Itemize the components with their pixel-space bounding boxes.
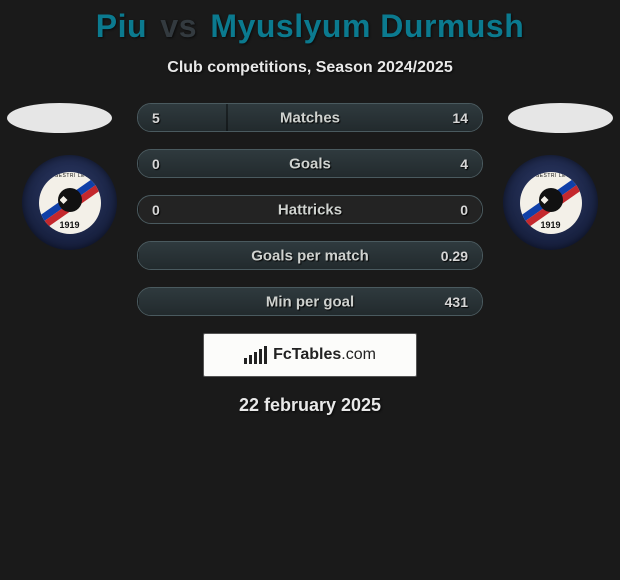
club-year: 1919 bbox=[540, 220, 560, 230]
subtitle: Club competitions, Season 2024/2025 bbox=[0, 59, 620, 77]
club-arc-text: U.S.D. SESTRI LEVANTE bbox=[520, 173, 582, 179]
stat-fill-right bbox=[481, 196, 482, 223]
club-arc-text: U.S.D. SESTRI LEVANTE bbox=[39, 173, 101, 179]
brand-text: FcTables.com bbox=[273, 346, 376, 364]
title-vs: vs bbox=[160, 8, 197, 44]
stat-label: Goals per match bbox=[251, 247, 369, 264]
stat-fill-left bbox=[138, 196, 139, 223]
player1-club-badge: U.S.D. SESTRI LEVANTE 1919 bbox=[22, 155, 117, 250]
stat-value-left: 5 bbox=[152, 110, 160, 126]
comparison-card: Piu vs Myuslyum Durmush Club competition… bbox=[0, 0, 620, 416]
stat-label: Hattricks bbox=[278, 201, 342, 218]
club-year: 1919 bbox=[59, 220, 79, 230]
stat-rows: 5 Matches 14 0 Goals 4 0 Hattricks 0 bbox=[137, 103, 483, 316]
stat-row: Goals per match 0.29 bbox=[137, 241, 483, 270]
stat-value-left: 0 bbox=[152, 202, 160, 218]
player2-club-badge: U.S.D. SESTRI LEVANTE 1919 bbox=[503, 155, 598, 250]
stats-area: U.S.D. SESTRI LEVANTE 1919 U.S.D. SESTRI… bbox=[0, 103, 620, 416]
stat-label: Min per goal bbox=[266, 293, 354, 310]
brand-bars-icon bbox=[244, 346, 267, 364]
player1-name: Piu bbox=[96, 8, 147, 44]
stat-value-right: 0 bbox=[460, 202, 468, 218]
stat-value-right: 0.29 bbox=[441, 248, 468, 264]
player1-avatar-placeholder bbox=[7, 103, 112, 133]
stat-row: Min per goal 431 bbox=[137, 287, 483, 316]
comparison-date: 22 february 2025 bbox=[0, 395, 620, 416]
stat-label: Matches bbox=[280, 109, 340, 126]
player2-avatar-placeholder bbox=[508, 103, 613, 133]
stat-row: 5 Matches 14 bbox=[137, 103, 483, 132]
brand-attribution[interactable]: FcTables.com bbox=[203, 333, 417, 377]
stat-fill-right bbox=[227, 104, 482, 131]
stat-value-left: 0 bbox=[152, 156, 160, 172]
stat-row: 0 Hattricks 0 bbox=[137, 195, 483, 224]
stat-value-right: 4 bbox=[460, 156, 468, 172]
page-title: Piu vs Myuslyum Durmush bbox=[0, 8, 620, 45]
stat-row: 0 Goals 4 bbox=[137, 149, 483, 178]
brand-name: FcTables bbox=[273, 346, 341, 363]
stat-label: Goals bbox=[289, 155, 331, 172]
brand-suffix: .com bbox=[341, 346, 376, 363]
stat-value-right: 14 bbox=[452, 110, 468, 126]
player2-name: Myuslyum Durmush bbox=[210, 8, 524, 44]
stat-value-right: 431 bbox=[445, 294, 468, 310]
